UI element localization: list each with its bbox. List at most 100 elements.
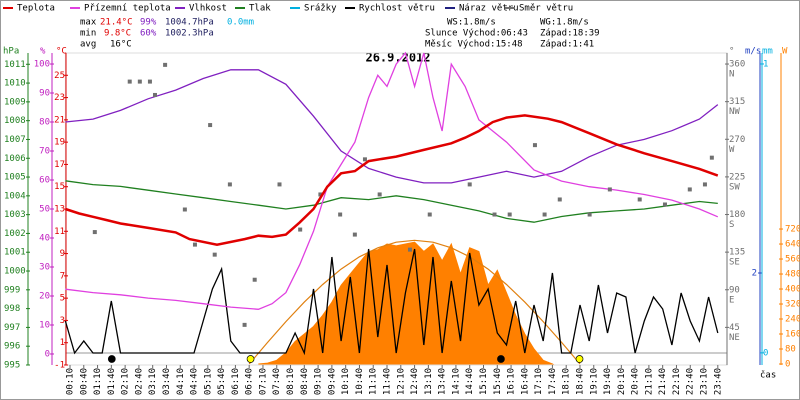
y-tick-label: 1002 <box>4 229 26 239</box>
y-tick-label: 995 <box>4 361 20 371</box>
y-tick-label: 1010 <box>4 79 26 89</box>
axis-unit: W <box>782 47 788 57</box>
stat-label: max <box>80 18 97 28</box>
sun-marker <box>246 355 255 363</box>
x-tick-label: 03:10 <box>148 368 158 395</box>
y-tick-label: 640 <box>785 240 800 250</box>
series-line <box>65 180 718 223</box>
x-tick-label: 21:10 <box>644 368 654 395</box>
stat: 16°C <box>110 40 132 50</box>
x-tick-label: 17:40 <box>548 368 558 395</box>
y-tick-label: 21 <box>54 115 65 125</box>
y-tick-label: 13 <box>54 205 65 215</box>
y-tick-label: 360 <box>729 60 745 70</box>
axis-unit: m/s <box>745 47 761 57</box>
y-tick-label: 2 <box>752 269 757 279</box>
y-tick-label: 1007 <box>4 135 26 145</box>
stat-label: min <box>80 29 96 39</box>
y-tick-label: -1 <box>54 361 65 371</box>
direction-point <box>318 192 323 197</box>
direction-point <box>492 212 497 217</box>
y-tick-label: 999 <box>4 285 20 295</box>
y-tick-label: 7 <box>60 271 65 281</box>
x-tick-label: 06:40 <box>245 368 255 395</box>
legend-label: Tlak <box>249 4 271 14</box>
direction-point <box>277 182 282 187</box>
y-tick-label: 19 <box>54 138 65 148</box>
y-tick-label: 160 <box>785 330 800 340</box>
x-tick-label: 15:10 <box>479 368 489 395</box>
y-tick-label: 180 <box>729 210 745 220</box>
legend-label: Teplota <box>17 4 55 14</box>
y-tick-label: 60 <box>39 176 50 186</box>
y-tick-label: 45 <box>729 323 740 333</box>
x-tick-label: 13:40 <box>438 368 448 395</box>
x-tick-label: 00:40 <box>79 368 89 395</box>
y-tick-label: 1011 <box>4 60 26 70</box>
y-tick-label: 80 <box>785 345 796 355</box>
y-tick-label: 100 <box>34 60 50 70</box>
direction-point <box>557 197 562 202</box>
y-tick-label: 90 <box>729 285 740 295</box>
radiation-area <box>258 241 553 365</box>
legend-label: Přízemní teplota <box>84 4 171 14</box>
legend-label: Srážky <box>304 4 337 14</box>
direction-point <box>137 79 142 84</box>
axis-unit: mm <box>762 47 773 57</box>
y-tick-label: 996 <box>4 342 20 352</box>
x-tick-label: 22:40 <box>686 368 696 395</box>
chart-title: 26.9.2012 <box>365 51 430 65</box>
stat: 1004.7hPa <box>165 18 214 28</box>
direction-point <box>252 277 257 282</box>
x-tick-label: 18:10 <box>562 368 572 395</box>
direction-point <box>542 212 547 217</box>
y-tick-label: 25 <box>54 71 65 81</box>
direction-point <box>208 123 213 128</box>
direction-point <box>163 62 168 67</box>
y-tick-label: 1001 <box>4 248 26 258</box>
compass-label: S <box>729 220 734 230</box>
series-line <box>64 248 719 356</box>
stat: 9.8°C <box>104 29 131 39</box>
legend-label: Náraz větru <box>459 4 519 14</box>
y-tick-label: 5 <box>60 294 65 304</box>
stat: Slunce Východ:06:43 <box>425 29 528 39</box>
x-tick-label: 22:10 <box>672 368 682 395</box>
radiation-theory <box>248 239 581 365</box>
x-tick-label: 07:10 <box>258 368 268 395</box>
direction-point <box>607 187 612 192</box>
x-tick-label: 20:40 <box>631 368 641 395</box>
x-tick-label: 07:40 <box>272 368 282 395</box>
y-tick-label: 1009 <box>4 97 26 107</box>
compass-label: NE <box>729 333 740 343</box>
x-tick-label: 08:40 <box>300 368 310 395</box>
y-tick-label: 1005 <box>4 173 26 183</box>
stat: 99% <box>140 18 157 28</box>
y-tick-label: 17 <box>54 160 65 170</box>
stat-label: avg <box>80 40 96 50</box>
x-tick-label: 10:40 <box>355 368 365 395</box>
direction-point <box>377 192 382 197</box>
direction-point <box>127 79 132 84</box>
stat: 0.0mm <box>227 18 254 28</box>
x-tick-label: 14:10 <box>451 368 461 395</box>
y-tick-label: 3 <box>60 316 65 326</box>
axis-unit: % <box>40 47 46 57</box>
y-tick-label: 997 <box>4 323 20 333</box>
y-tick-label: 23 <box>54 93 65 103</box>
y-tick-label: 20 <box>39 291 50 301</box>
stat: WS:1.8m/s <box>447 18 496 28</box>
direction-point <box>687 187 692 192</box>
axis-unit: °C <box>56 47 67 57</box>
direction-point <box>212 252 217 257</box>
y-tick-label: 0 <box>45 349 50 359</box>
direction-point <box>242 322 247 327</box>
direction-point <box>532 143 537 148</box>
y-tick-label: 400 <box>785 285 800 295</box>
legend-label: Rychlost větru <box>359 4 435 14</box>
x-tick-label: 01:40 <box>107 368 117 395</box>
x-tick-label: 20:10 <box>617 368 627 395</box>
stat: Západ:1:41 <box>540 40 594 50</box>
direction-point <box>192 242 197 247</box>
